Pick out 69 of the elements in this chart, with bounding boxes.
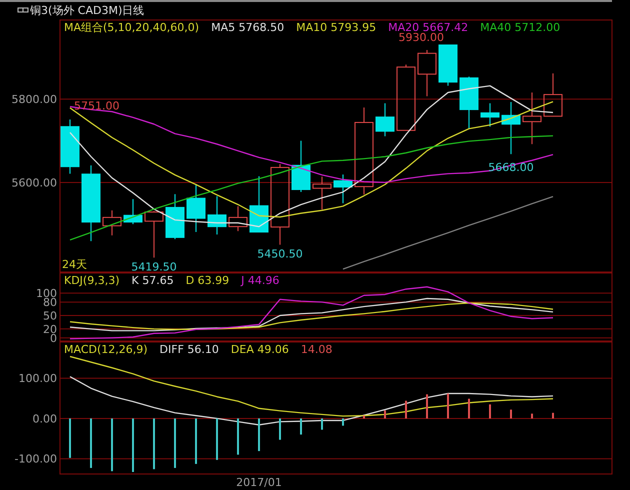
bar xyxy=(279,418,281,440)
bar xyxy=(363,416,365,418)
y-tick-label: -100.00 xyxy=(14,452,57,466)
bar xyxy=(384,410,386,418)
bar xyxy=(342,418,344,426)
bar xyxy=(69,418,71,458)
line-series xyxy=(69,286,554,340)
text: DEA 49.06 xyxy=(230,343,289,356)
y-tick-label: 5800.00 xyxy=(12,93,57,106)
candlestick xyxy=(270,164,290,246)
bar xyxy=(510,410,512,418)
line-series xyxy=(69,376,554,426)
bar xyxy=(90,418,92,468)
candlestick xyxy=(82,164,100,242)
line-series xyxy=(69,298,554,332)
bar xyxy=(552,412,554,418)
bar xyxy=(132,418,134,472)
y-tick-label: 50 xyxy=(43,310,57,322)
candlestick xyxy=(102,210,122,236)
bar xyxy=(321,418,323,430)
bar xyxy=(174,418,176,468)
text: MA40 5712.00 xyxy=(480,21,560,34)
bar xyxy=(426,394,428,418)
legend-title: MA组合(5,10,20,40,60,0) xyxy=(64,21,200,34)
text: MA10 5793.95 xyxy=(296,21,376,34)
line-series xyxy=(69,302,554,330)
y-tick-label: 0 xyxy=(50,332,57,345)
candlestick xyxy=(480,102,500,128)
line-series xyxy=(342,196,554,270)
bar xyxy=(489,404,491,418)
y-tick-label: 80 xyxy=(43,296,57,310)
text: DIFF 56.10 xyxy=(160,343,219,356)
bar xyxy=(153,418,155,470)
bar xyxy=(447,394,449,418)
annotation: 5751.00 xyxy=(74,100,120,113)
text: MA5 5768.50 xyxy=(211,21,284,34)
y-tick-label: 100.00 xyxy=(18,372,57,386)
bar xyxy=(258,418,260,452)
bar xyxy=(216,418,218,460)
candlestick xyxy=(208,196,226,236)
annotation: 24天 xyxy=(62,258,87,271)
bar xyxy=(237,418,239,455)
annotation: 5450.50 xyxy=(257,248,303,261)
bar xyxy=(300,418,302,435)
legend-title: KDJ(9,3,3) xyxy=(64,274,120,287)
candlestick xyxy=(418,49,436,97)
bar xyxy=(405,400,407,418)
text: K 57.65 xyxy=(132,274,174,287)
y-tick-label: 0.00 xyxy=(32,412,57,426)
text: 14.08 xyxy=(300,343,332,356)
chart-title: 铜3(场外 CAD3M)日线 xyxy=(29,4,144,17)
x-tick-label: 2017/01 xyxy=(236,476,282,489)
line-series xyxy=(69,356,554,417)
candlestick xyxy=(354,106,374,196)
bar xyxy=(468,398,470,418)
candlestick xyxy=(186,184,206,233)
text: D 63.99 xyxy=(186,274,230,287)
candlestick xyxy=(522,92,542,145)
bar xyxy=(531,414,533,418)
candlestick xyxy=(312,176,332,210)
bar xyxy=(195,418,197,464)
line-series xyxy=(69,135,554,241)
bar xyxy=(111,418,113,472)
candlestick xyxy=(376,102,394,137)
candlestick xyxy=(60,119,80,174)
annotation: 5419.50 xyxy=(131,260,177,274)
legend-title: MACD(12,26,9) xyxy=(64,343,148,356)
series-label: J 44.96 xyxy=(240,274,280,287)
y-tick-label: 5600.00 xyxy=(12,176,57,190)
